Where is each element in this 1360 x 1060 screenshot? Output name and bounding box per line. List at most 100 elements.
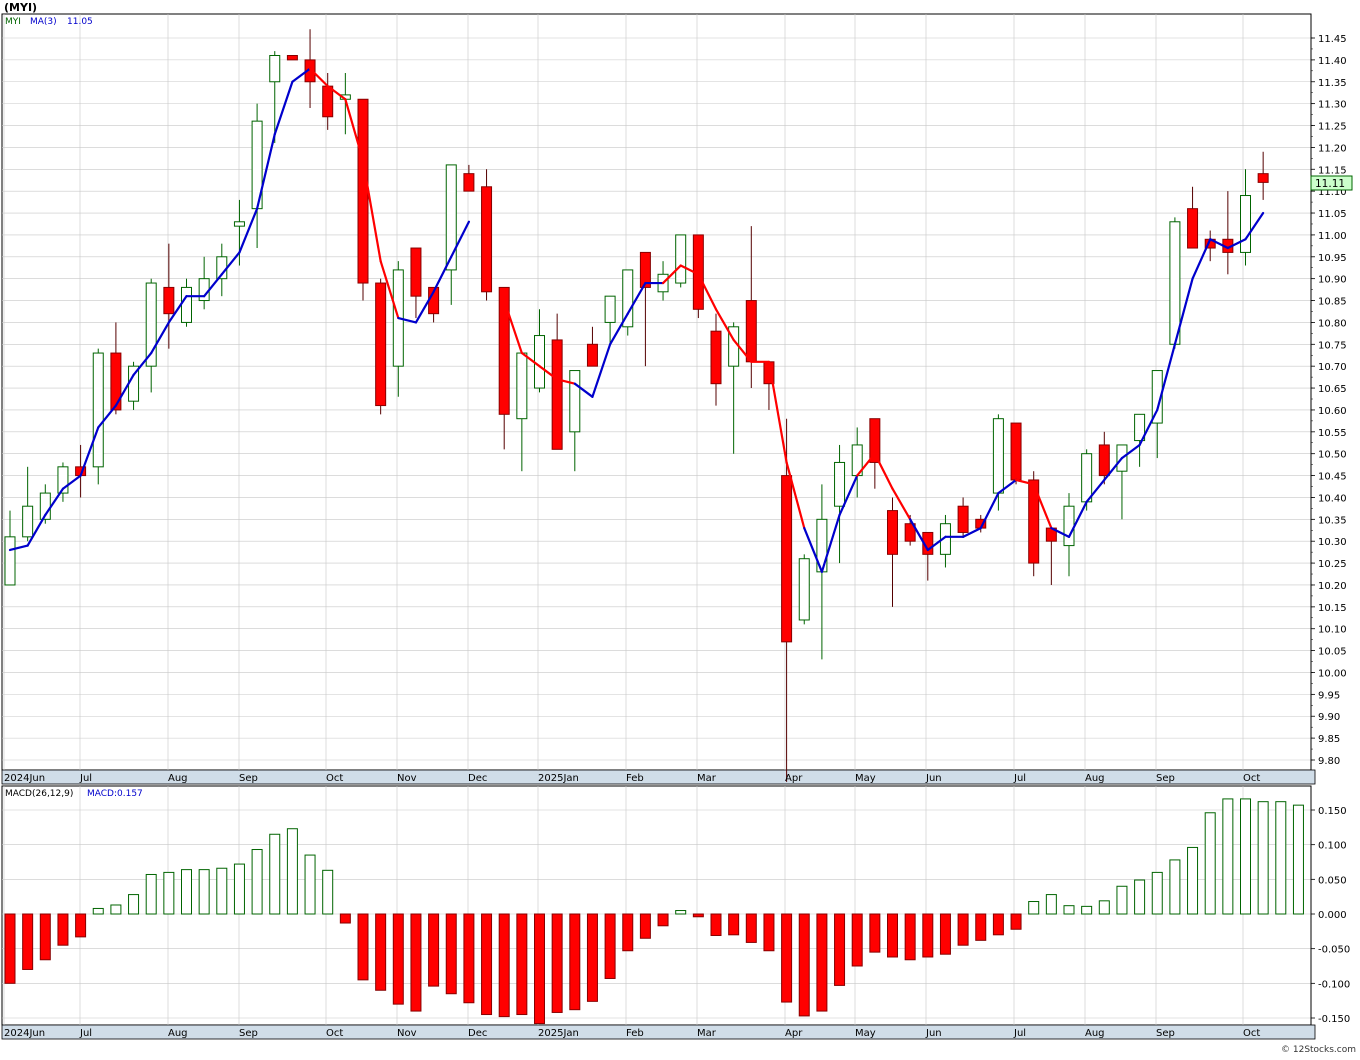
macd-y-tick-label: -0.050 bbox=[1318, 945, 1350, 956]
price-x-axis-band bbox=[1, 769, 1316, 785]
candle-body bbox=[1010, 422, 1022, 481]
macd-bar-positive bbox=[1222, 798, 1234, 915]
price-x-tick-label: Jul bbox=[79, 773, 92, 784]
ma-segment bbox=[150, 321, 170, 355]
macd-bar-positive bbox=[1169, 859, 1181, 915]
candle-down bbox=[481, 169, 493, 301]
candle-body bbox=[781, 475, 793, 643]
price-x-tick-label: Jul bbox=[1013, 773, 1026, 784]
price-y-tick-label: 11.45 bbox=[1318, 34, 1347, 45]
ma-segment bbox=[1156, 343, 1177, 412]
macd-bar-positive bbox=[1275, 801, 1287, 915]
ma-segment bbox=[61, 474, 82, 490]
candle-down bbox=[1010, 422, 1022, 485]
macd-y-tick-label: -0.150 bbox=[1318, 1014, 1350, 1025]
macd-bar-negative bbox=[22, 913, 34, 970]
candle-body bbox=[233, 221, 245, 227]
ma-segment bbox=[697, 273, 718, 311]
macd-x-tick-label: Nov bbox=[397, 1028, 417, 1039]
price-y-tick-label: 10.00 bbox=[1318, 668, 1347, 679]
macd-bar-positive bbox=[181, 869, 192, 915]
ma-segment bbox=[167, 295, 188, 324]
macd-y-tick-label: 0.150 bbox=[1318, 806, 1347, 817]
price-x-tick-label: Aug bbox=[1085, 773, 1105, 784]
candle-up bbox=[92, 348, 104, 485]
candle-down bbox=[957, 497, 969, 537]
legend-symbol: MYI bbox=[5, 17, 21, 27]
macd-y-tick-label: 0.050 bbox=[1318, 875, 1347, 886]
ma-segment bbox=[873, 452, 894, 490]
macd-x-tick-label: Oct bbox=[1243, 1028, 1260, 1039]
price-y-tick-label: 11.15 bbox=[1318, 165, 1347, 176]
ma-segment bbox=[591, 343, 612, 398]
ma-segment bbox=[273, 80, 294, 136]
macd-bar-positive bbox=[1081, 905, 1093, 915]
candle-body bbox=[957, 505, 969, 533]
macd-bar-positive bbox=[110, 904, 122, 915]
candle-body bbox=[569, 370, 581, 433]
macd-bar-negative bbox=[604, 913, 616, 979]
candle-down bbox=[1028, 471, 1040, 577]
macd-bar-negative bbox=[745, 913, 757, 943]
candle-up bbox=[1240, 169, 1251, 266]
ma-segment bbox=[1120, 443, 1141, 460]
macd-bar-negative bbox=[692, 913, 704, 918]
background-layer bbox=[1, 13, 1316, 1040]
price-x-tick-label: Sep bbox=[1156, 773, 1175, 784]
price-x-tick-label: Oct bbox=[326, 773, 343, 784]
candle-body bbox=[1257, 173, 1269, 183]
macd-bar-negative bbox=[516, 913, 528, 1016]
ma-segment bbox=[1085, 478, 1106, 503]
price-y-tick-label: 10.65 bbox=[1318, 384, 1347, 395]
candle-up bbox=[269, 51, 281, 144]
macd-bar-negative bbox=[375, 913, 387, 991]
ma-segment bbox=[767, 360, 788, 464]
price-y-tick-label: 11.30 bbox=[1318, 100, 1347, 111]
price-y-tick-label: 10.95 bbox=[1318, 253, 1347, 264]
macd-x-tick-label: Mar bbox=[697, 1028, 717, 1039]
macd-bar-positive bbox=[1098, 900, 1110, 915]
price-panel bbox=[4, 29, 1269, 782]
candle-up bbox=[233, 199, 245, 266]
legend-ma-label: MA(3) bbox=[30, 17, 57, 27]
price-y-tick-label: 11.35 bbox=[1318, 78, 1347, 89]
ma-segment bbox=[1244, 211, 1265, 241]
candle-body bbox=[675, 234, 687, 284]
macd-x-tick-label: 2025Jan bbox=[538, 1028, 579, 1039]
price-y-tick-label: 10.85 bbox=[1318, 297, 1347, 308]
ma-segment bbox=[79, 426, 100, 477]
price-y-tick-label: 9.85 bbox=[1318, 734, 1340, 745]
candle-down bbox=[375, 278, 387, 415]
price-x-tick-label: Feb bbox=[626, 773, 644, 784]
macd-bar-negative bbox=[534, 913, 545, 1025]
ma-segment bbox=[432, 255, 453, 293]
macd-bar-positive bbox=[322, 869, 334, 915]
ma-segment bbox=[926, 535, 947, 552]
macd-bar-positive bbox=[198, 869, 210, 915]
candle-body bbox=[1240, 195, 1251, 253]
candle-body bbox=[357, 98, 369, 284]
ma-segment bbox=[626, 281, 647, 315]
ma-segment bbox=[661, 264, 682, 285]
current-price-box bbox=[1310, 175, 1353, 191]
ma-segment bbox=[1209, 238, 1229, 250]
price-y-tick-label: 10.05 bbox=[1318, 647, 1347, 658]
macd-plot-frame bbox=[1, 785, 1312, 1026]
macd-bar-negative bbox=[445, 913, 457, 995]
macd-x-tick-label: Sep bbox=[1156, 1028, 1175, 1039]
candle-down bbox=[887, 497, 898, 607]
ma-segment bbox=[220, 251, 241, 276]
price-y-tick-label: 10.55 bbox=[1318, 428, 1347, 439]
price-y-tick-label: 10.90 bbox=[1318, 275, 1347, 286]
candle-body bbox=[745, 300, 757, 363]
macd-bar-negative bbox=[57, 913, 69, 946]
ma-segment bbox=[203, 273, 223, 298]
candle-body bbox=[1169, 221, 1181, 345]
ma-segment bbox=[803, 526, 824, 573]
candle-down bbox=[1098, 431, 1110, 485]
ma-segment bbox=[1014, 478, 1035, 486]
ma-segment bbox=[714, 308, 735, 342]
candle-body bbox=[551, 339, 563, 450]
macd-bar-positive bbox=[1204, 812, 1216, 915]
